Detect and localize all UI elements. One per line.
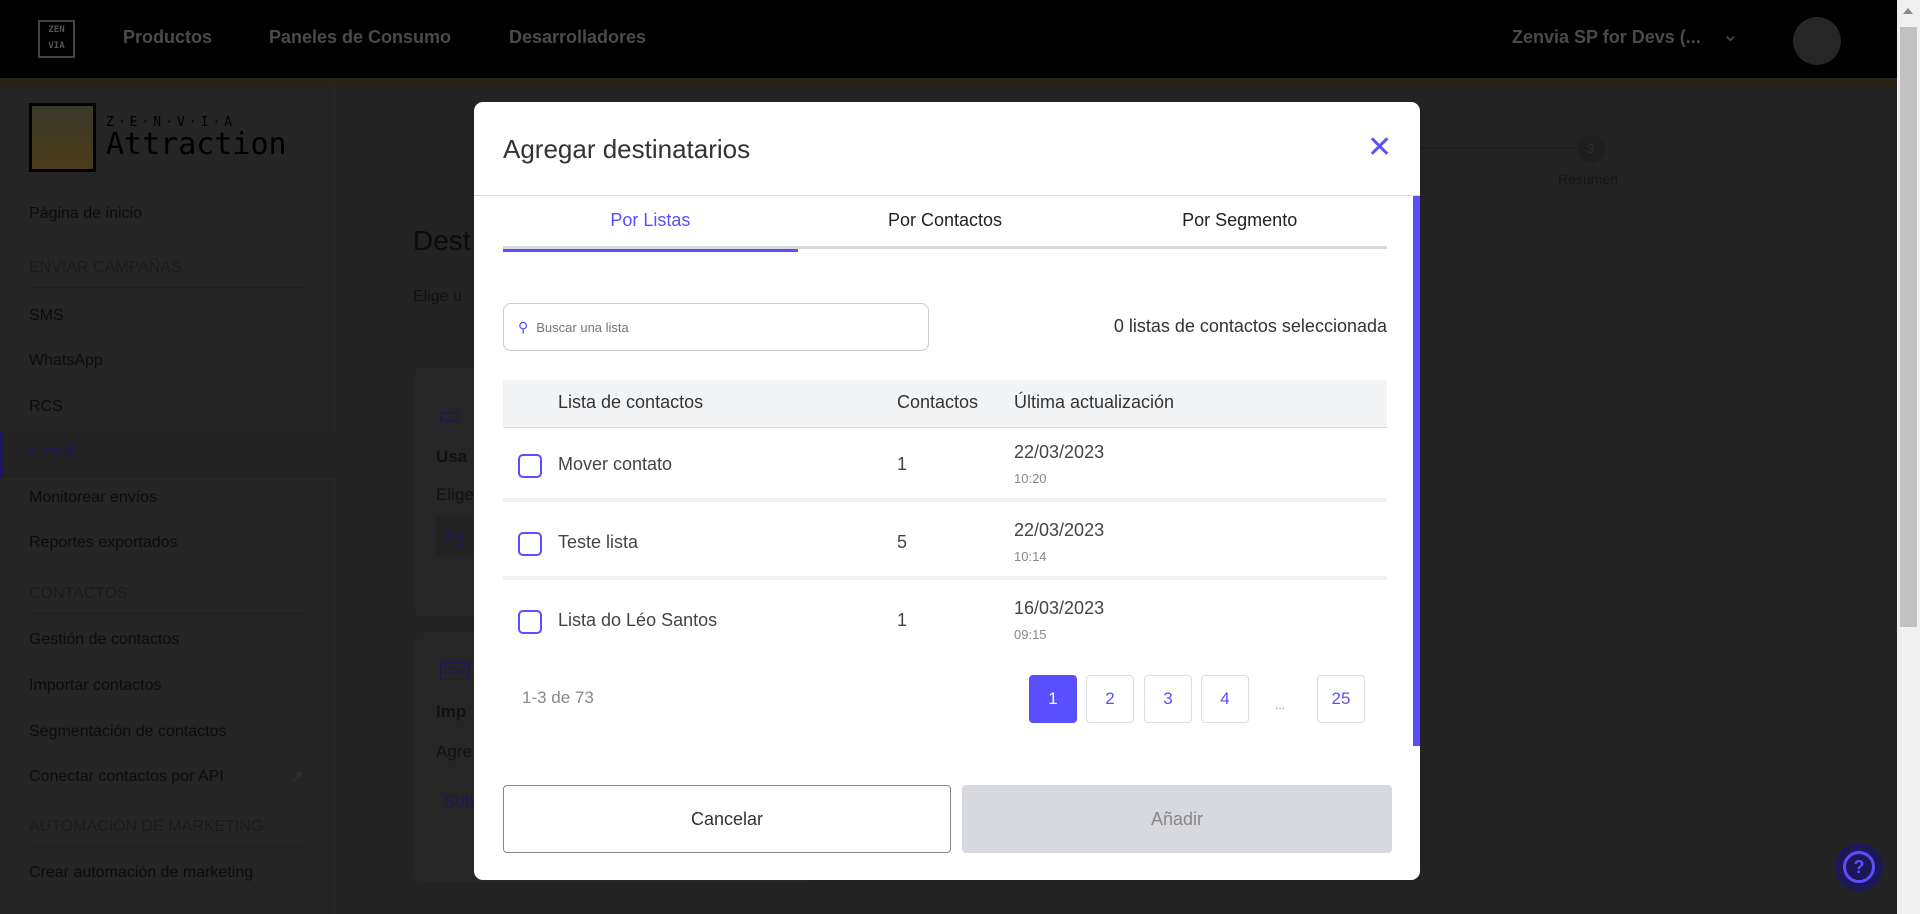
update-date: 16/03/2023 <box>1014 598 1105 618</box>
modal-title: Agregar destinatarios <box>503 134 751 164</box>
divider <box>474 195 1420 196</box>
card-desc: Elige <box>436 485 474 504</box>
step-number: 3 <box>1577 135 1605 163</box>
nav-paneles-de-consumo[interactable]: Paneles de Consumo <box>269 27 452 47</box>
list-name: Lista do Léo Santos <box>558 610 718 630</box>
row-checkbox[interactable] <box>518 610 542 634</box>
tab-por-contactos[interactable]: Por Contactos <box>887 210 1003 230</box>
sidebar-item-gestion[interactable]: Gestión de contactos <box>29 631 180 648</box>
sidebar-item-sms[interactable]: SMS <box>29 307 64 324</box>
table-row: Lista do Léo Santos 1 16/03/2023 09:15 <box>503 584 1387 658</box>
add-button[interactable]: Añadir <box>962 785 1392 853</box>
zenvia-logo[interactable]: ZEN VIA <box>38 20 75 58</box>
update-date: 22/03/2023 <box>1014 442 1105 462</box>
search-input[interactable] <box>536 319 897 335</box>
active-item-highlight <box>0 432 335 478</box>
table-row: Mover contato 1 22/03/2023 10:20 <box>503 428 1387 502</box>
folder-icon: ▭ <box>438 402 461 429</box>
row-checkbox[interactable] <box>518 532 542 556</box>
section-contactos: CONTACTOS <box>29 585 306 614</box>
page-title: Dest <box>413 225 471 256</box>
nav-productos[interactable]: Productos <box>123 27 213 47</box>
brand-stripe <box>0 78 1897 87</box>
top-navbar: ZEN VIA Productos Paneles de Consumo Des… <box>0 0 1897 78</box>
brand-name: Attraction <box>106 127 287 162</box>
contacts-count: 5 <box>897 532 908 552</box>
page-button-3[interactable]: 3 <box>1144 675 1192 723</box>
modal-scrollbar[interactable] <box>1413 196 1420 746</box>
row-checkbox[interactable] <box>518 454 542 478</box>
close-icon[interactable]: ✕ <box>1367 131 1393 164</box>
selected-count: 0 listas de contactos seleccionada <box>1113 316 1387 336</box>
sidebar-item-home[interactable]: Página de inicio <box>29 205 142 222</box>
contacts-count: 1 <box>897 610 908 630</box>
sidebar: Z·E·N·V·I·A Attraction Página de inicio … <box>0 87 335 914</box>
card-title: Imp <box>436 702 467 721</box>
card-title: Usa <box>436 447 468 466</box>
add-recipients-modal: Agregar destinatarios ✕ Por Listas Por C… <box>474 102 1420 880</box>
sidebar-item-importar[interactable]: Importar contactos <box>29 677 162 694</box>
sidebar-item-email[interactable]: E-mail <box>29 443 75 460</box>
page-button-4[interactable]: 4 <box>1201 675 1249 723</box>
list-name: Mover contato <box>558 454 673 474</box>
search-icon: ⚲ <box>518 318 529 335</box>
table-header: Lista de contactos Contactos Última actu… <box>503 380 1387 428</box>
stepper-line <box>1420 147 1580 149</box>
section-enviar-campanas: ENVIAR CAMPAÑAS <box>29 259 306 288</box>
col-contactos: Contactos <box>897 392 979 412</box>
page-subtitle: Elige u <box>413 288 462 305</box>
account-selector[interactable]: Zenvia SP for Devs (... <box>1512 27 1701 47</box>
tab-por-segmento[interactable]: Por Segmento <box>1182 210 1298 230</box>
page-scrollbar[interactable] <box>1897 0 1920 914</box>
page-button-1[interactable]: 1 <box>1029 675 1077 723</box>
sidebar-item-monitorear[interactable]: Monitorear envíos <box>29 489 158 506</box>
contacts-count: 1 <box>897 454 908 474</box>
update-date: 22/03/2023 <box>1014 520 1105 540</box>
card-desc: Agre <box>436 742 472 761</box>
pagination-ellipsis: ... <box>1275 698 1286 712</box>
page-button-25[interactable]: 25 <box>1317 675 1365 723</box>
sidebar-item-whatsapp[interactable]: WhatsApp <box>29 352 103 369</box>
update-time: 09:15 <box>1014 627 1047 642</box>
section-automacion: AUTOMACIÓN DE MARKETING <box>29 818 306 847</box>
brand: Z·E·N·V·I·A Attraction <box>29 103 287 172</box>
sidebar-item-conectar-api[interactable]: Conectar contactos por API <box>29 768 224 785</box>
add-list-button[interactable]: Ag <box>436 517 473 557</box>
chevron-down-icon[interactable]: ⌄ <box>1722 24 1739 46</box>
sidebar-item-crear-automacion[interactable]: Crear automación de marketing <box>29 864 254 881</box>
external-link-icon: ↗ <box>290 769 304 786</box>
sidebar-item-rcs[interactable]: RCS <box>29 398 63 415</box>
table-row: Teste lista 5 22/03/2023 10:14 <box>503 506 1387 580</box>
list-name: Teste lista <box>558 532 639 552</box>
sidebar-item-segmentacion[interactable]: Segmentación de contactos <box>29 723 227 740</box>
tab-por-listas[interactable]: Por Listas <box>503 204 798 252</box>
col-lista: Lista de contactos <box>558 392 704 412</box>
nav-desarrolladores[interactable]: Desarrolladores <box>509 27 647 47</box>
help-button[interactable]: ? <box>1835 843 1883 891</box>
question-icon: ? <box>1843 851 1875 883</box>
pagination-info: 1-3 de 73 <box>522 688 594 707</box>
attraction-logo-image <box>29 103 96 172</box>
cancel-button[interactable]: Cancelar <box>503 785 951 853</box>
step-label: Resumen <box>1558 171 1618 187</box>
col-actualizacion: Última actualización <box>1014 392 1175 412</box>
sidebar-item-reportes[interactable]: Reportes exportados <box>29 534 178 551</box>
page-button-2[interactable]: 2 <box>1086 675 1134 723</box>
avatar-icon[interactable] <box>1793 17 1841 65</box>
update-time: 10:20 <box>1014 471 1047 486</box>
scroll-up-icon[interactable] <box>1903 8 1913 14</box>
update-time: 10:14 <box>1014 549 1047 564</box>
csv-icon: CSV <box>440 662 469 680</box>
brand-sub: Z·E·N·V·I·A <box>106 115 237 130</box>
tabs: Por Listas Por Contactos Por Segmento <box>503 210 1387 252</box>
upload-link[interactable]: Sub <box>444 792 475 811</box>
scrollbar-thumb[interactable] <box>1900 27 1917 627</box>
search-box: ⚲ <box>503 303 929 351</box>
